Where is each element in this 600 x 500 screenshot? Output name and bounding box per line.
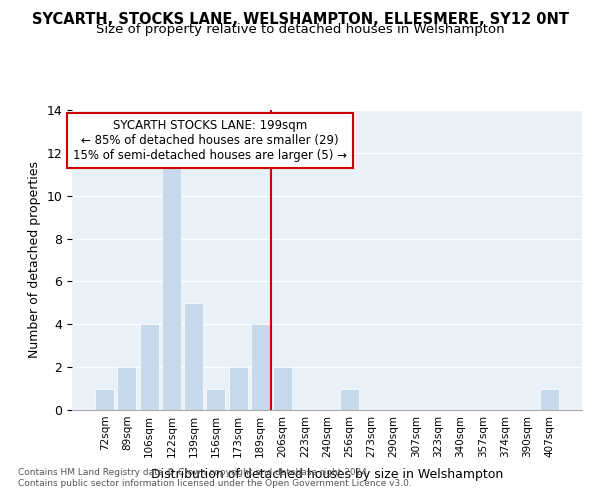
Bar — [184, 303, 203, 410]
Text: SYCARTH, STOCKS LANE, WELSHAMPTON, ELLESMERE, SY12 0NT: SYCARTH, STOCKS LANE, WELSHAMPTON, ELLES… — [32, 12, 569, 28]
X-axis label: Distribution of detached houses by size in Welshampton: Distribution of detached houses by size … — [151, 468, 503, 481]
Text: Contains HM Land Registry data © Crown copyright and database right 2024.
Contai: Contains HM Land Registry data © Crown c… — [18, 468, 412, 487]
Bar — [340, 388, 359, 410]
Y-axis label: Number of detached properties: Number of detached properties — [28, 162, 41, 358]
Bar — [206, 388, 225, 410]
Text: SYCARTH STOCKS LANE: 199sqm
← 85% of detached houses are smaller (29)
15% of sem: SYCARTH STOCKS LANE: 199sqm ← 85% of det… — [73, 119, 347, 162]
Text: Size of property relative to detached houses in Welshampton: Size of property relative to detached ho… — [95, 22, 505, 36]
Bar — [273, 367, 292, 410]
Bar — [540, 388, 559, 410]
Bar — [229, 367, 248, 410]
Bar — [140, 324, 158, 410]
Bar — [162, 153, 181, 410]
Bar — [118, 367, 136, 410]
Bar — [95, 388, 114, 410]
Bar — [251, 324, 270, 410]
